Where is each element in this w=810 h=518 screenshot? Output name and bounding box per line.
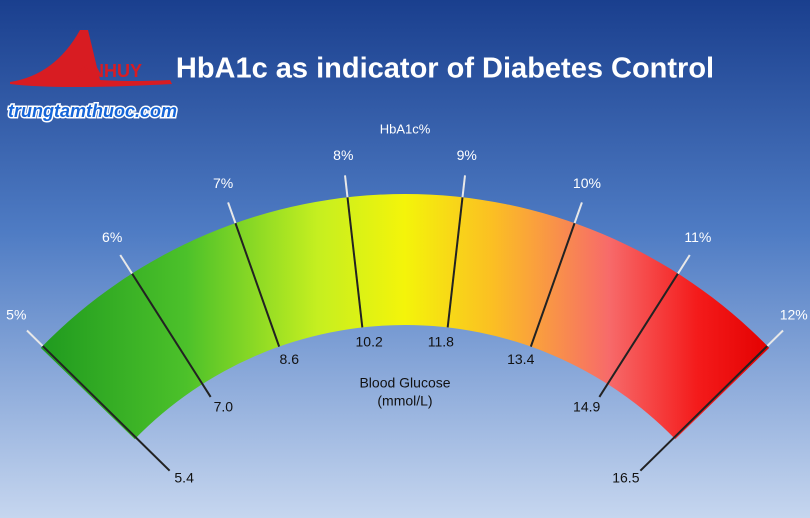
logo-text: ANHUY bbox=[78, 61, 142, 81]
glucose-label: 11.8 bbox=[428, 333, 454, 349]
glucose-label: 8.6 bbox=[280, 351, 300, 367]
inner-unit: (mmol/L) bbox=[377, 393, 432, 409]
tick-line bbox=[346, 197, 364, 328]
tick-line-outer bbox=[227, 202, 237, 224]
logo-swoosh bbox=[10, 30, 172, 87]
glucose-label: 10.2 bbox=[356, 333, 383, 349]
hba1c-label: 8% bbox=[333, 147, 353, 163]
tick-line bbox=[41, 345, 171, 472]
tick-line-outer bbox=[461, 175, 466, 198]
inner-label: Blood Glucose bbox=[359, 375, 450, 391]
hba1c-label: 9% bbox=[457, 147, 477, 163]
gauge-arc bbox=[40, 193, 770, 440]
hba1c-label: 5% bbox=[6, 307, 26, 323]
tick-line bbox=[529, 222, 576, 347]
tick-line-outer bbox=[344, 175, 349, 198]
hba1c-label: 7% bbox=[213, 175, 233, 191]
gauge: 5% 5.4 6% 7.0 7% 8.6 8% 10.2 9% 11.8 10% 13.4 11% 14.… bbox=[6, 147, 808, 485]
hba1c-label: 10% bbox=[573, 175, 601, 191]
logo-cross bbox=[67, 63, 71, 77]
tick-line-outer bbox=[677, 254, 691, 275]
tick-line bbox=[598, 273, 679, 398]
tick-line bbox=[131, 273, 212, 398]
website: trungtamthuoc.com bbox=[8, 101, 177, 121]
glucose-label: 13.4 bbox=[507, 351, 534, 367]
hba1c-label: 11% bbox=[684, 229, 711, 245]
glucose-label: 16.5 bbox=[612, 470, 639, 486]
gauge-label: HbA1c% bbox=[380, 121, 431, 136]
tick-line-outer bbox=[573, 202, 583, 224]
glucose-label: 14.9 bbox=[573, 399, 600, 415]
hba1c-label: 6% bbox=[102, 229, 122, 245]
tick-line bbox=[234, 222, 281, 347]
title: HbA1c as indicator of Diabetes Control bbox=[176, 53, 714, 85]
tick-line-outer bbox=[119, 254, 133, 275]
glucose-label: 7.0 bbox=[214, 399, 234, 415]
glucose-label: 5.4 bbox=[174, 470, 194, 486]
tick-line-outer bbox=[766, 329, 784, 347]
tick-line bbox=[639, 345, 769, 472]
tick-line-outer bbox=[26, 329, 44, 347]
tick-line bbox=[446, 197, 464, 328]
hba1c-label: 12% bbox=[780, 307, 808, 323]
